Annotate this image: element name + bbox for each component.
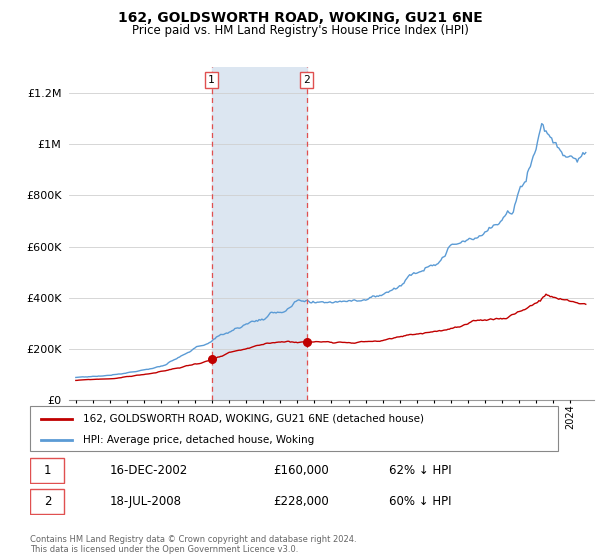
Text: £228,000: £228,000 [273,494,329,508]
Bar [212,67,307,400]
Text: 2: 2 [44,494,51,508]
Text: Price paid vs. HM Land Registry's House Price Index (HPI): Price paid vs. HM Land Registry's House … [131,24,469,36]
Text: 2: 2 [303,75,310,85]
Text: 62% ↓ HPI: 62% ↓ HPI [389,464,452,477]
Text: 1: 1 [44,464,51,477]
FancyBboxPatch shape [30,488,64,514]
Text: 60% ↓ HPI: 60% ↓ HPI [389,494,452,508]
Text: 162, GOLDSWORTH ROAD, WOKING, GU21 6NE (detached house): 162, GOLDSWORTH ROAD, WOKING, GU21 6NE (… [83,413,424,423]
Text: 16-DEC-2002: 16-DEC-2002 [109,464,187,477]
Text: £160,000: £160,000 [273,464,329,477]
Text: HPI: Average price, detached house, Woking: HPI: Average price, detached house, Woki… [83,435,314,445]
FancyBboxPatch shape [30,458,64,483]
Text: 162, GOLDSWORTH ROAD, WOKING, GU21 6NE: 162, GOLDSWORTH ROAD, WOKING, GU21 6NE [118,11,482,25]
FancyBboxPatch shape [30,406,558,451]
Text: Contains HM Land Registry data © Crown copyright and database right 2024.
This d: Contains HM Land Registry data © Crown c… [30,535,356,554]
Text: 1: 1 [208,75,215,85]
Text: 18-JUL-2008: 18-JUL-2008 [109,494,181,508]
